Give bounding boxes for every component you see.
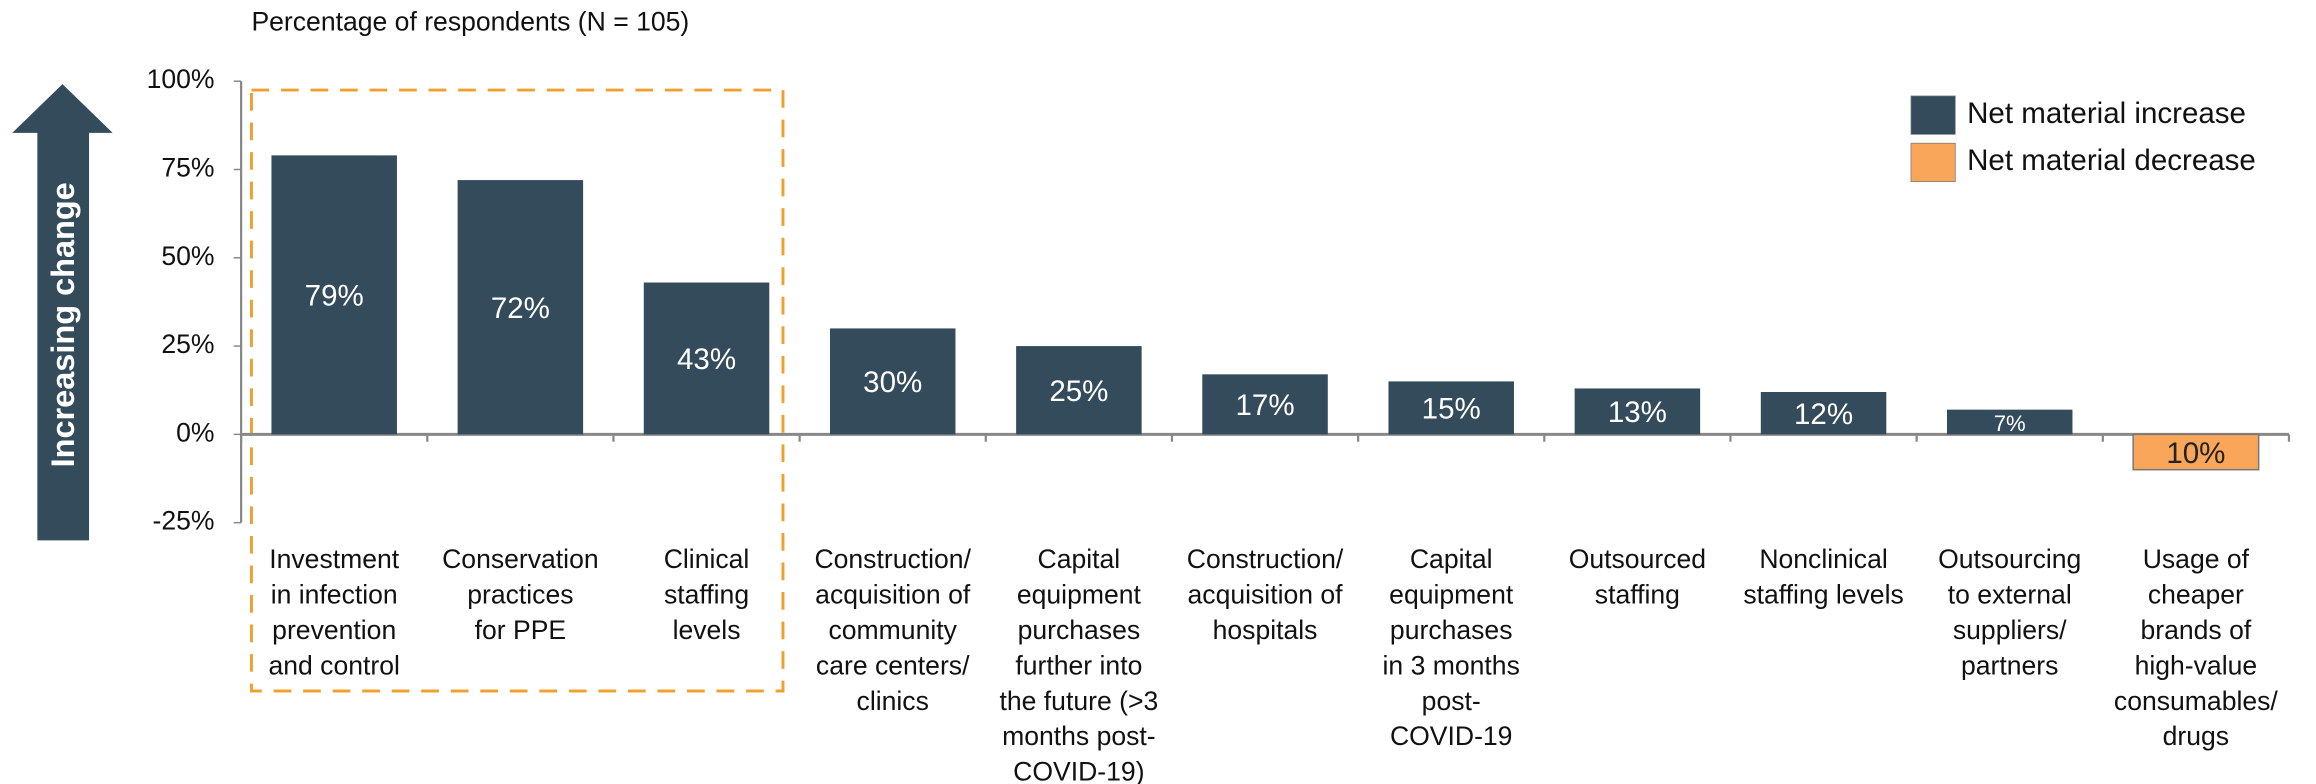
y-tick-label: 100%	[147, 64, 215, 94]
y-tick-label: 50%	[161, 241, 214, 271]
value-label: 72%	[491, 292, 550, 325]
x-tick-label: Construction/	[1187, 544, 1344, 574]
x-tick-label: practices	[467, 580, 573, 610]
value-label: 12%	[1794, 398, 1853, 431]
bar	[829, 328, 956, 435]
x-tick-label: consumables/	[2114, 686, 2279, 716]
x-tick-label: acquisition of	[1188, 580, 1344, 610]
x-tick-label: staffing	[1595, 580, 1680, 610]
y-axis-label: Increasing change	[45, 182, 81, 467]
bar	[1202, 374, 1328, 435]
bar	[643, 282, 770, 435]
bar	[457, 180, 584, 435]
x-tick-label: COVID-19	[1390, 721, 1513, 751]
bar	[1388, 381, 1514, 435]
bar	[2132, 433, 2260, 471]
y-tick-label: -25%	[153, 506, 215, 536]
legend-label: Net material increase	[1967, 97, 2246, 130]
x-tick-label: further into	[1015, 650, 1142, 680]
x-tick-label: purchases	[1018, 615, 1141, 645]
x-tick-label: Nonclinical	[1759, 544, 1887, 574]
x-tick-label: hospitals	[1213, 615, 1318, 645]
value-label: 13%	[1608, 396, 1667, 429]
x-tick-label: Conservation	[442, 544, 599, 574]
x-tick-label: acquisition of	[815, 580, 971, 610]
legend-swatch	[1910, 142, 1956, 182]
x-tick-label: Clinical	[664, 544, 750, 574]
x-tick-label: for PPE	[475, 615, 567, 645]
bar	[271, 155, 397, 435]
x-tick-label: equipment	[1017, 580, 1142, 610]
x-tick-label: the future (>3	[1000, 686, 1159, 716]
x-tick-label: high-value	[2135, 650, 2258, 680]
highlight-box	[249, 88, 785, 693]
x-tick-label: Construction/	[814, 544, 971, 574]
y-tick-label: 75%	[161, 153, 214, 183]
legend-label: Net material decrease	[1967, 144, 2256, 177]
x-tick-label: suppliers/	[1953, 615, 2067, 645]
x-tick-label: in infection	[271, 580, 398, 610]
x-tick-label: Capital	[1038, 544, 1121, 574]
bar	[1946, 409, 2073, 435]
chart-title: Percentage of respondents (N = 105)	[251, 7, 689, 37]
bar	[1574, 388, 1701, 435]
arrow	[12, 84, 113, 541]
value-label: 15%	[1422, 393, 1481, 426]
x-tick-label: and control	[268, 650, 399, 680]
value-label: 79%	[305, 280, 364, 313]
x-tick-label: Capital	[1410, 544, 1493, 574]
x-tick-label: cheaper	[2148, 580, 2244, 610]
x-tick-label: purchases	[1390, 615, 1513, 645]
x-tick-label: Investment	[269, 544, 400, 574]
x-tick-label: months post-	[1002, 721, 1156, 751]
x-tick-label: staffing	[664, 580, 749, 610]
value-label: 7%	[1994, 411, 2026, 436]
x-tick-label: to external	[1948, 580, 2072, 610]
value-label: 10%	[2166, 437, 2225, 470]
x-tick-label: clinics	[857, 686, 929, 716]
legend-swatch	[1910, 95, 1956, 135]
bar	[1760, 391, 1887, 435]
y-tick-label: 0%	[176, 417, 214, 447]
y-tick-label: 25%	[161, 329, 214, 359]
value-label: 25%	[1049, 375, 1108, 408]
value-label: 17%	[1236, 389, 1295, 422]
x-tick-label: in 3 months	[1383, 650, 1520, 680]
x-tick-label: Usage of	[2143, 544, 2250, 574]
x-tick-label: levels	[673, 615, 741, 645]
x-tick-label: partners	[1961, 650, 2058, 680]
x-tick-label: Outsourcing	[1938, 544, 2081, 574]
x-tick-label: community	[828, 615, 957, 645]
x-tick-label: prevention	[272, 615, 396, 645]
x-tick-label: brands of	[2141, 615, 2252, 645]
value-label: 43%	[677, 343, 736, 376]
x-tick-label: care centers/	[816, 650, 970, 680]
x-tick-label: COVID-19)	[1013, 757, 1144, 784]
value-label: 30%	[863, 366, 922, 399]
x-tick-label: staffing levels	[1743, 580, 1903, 610]
x-tick-label: Outsourced	[1569, 544, 1706, 574]
x-tick-label: post-	[1422, 686, 1481, 716]
x-tick-label: equipment	[1389, 580, 1514, 610]
bar	[1016, 346, 1142, 435]
x-tick-label: drugs	[2163, 721, 2229, 751]
